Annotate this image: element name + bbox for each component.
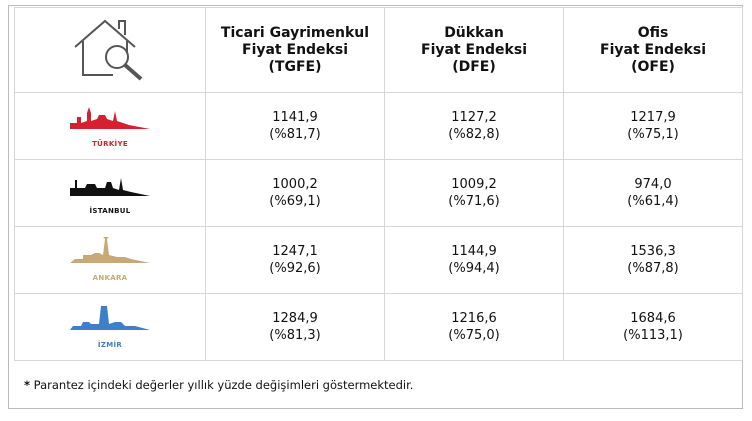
header-line: Fiyat Endeksi [600, 41, 706, 58]
value-cell: 1127,2 (%82,8) [384, 92, 564, 160]
index-value: 1684,6 [630, 311, 676, 326]
data-row: İSTANBUL 1000,2 (%69,1) 1009,2 (%71,6) 974,0 (… [14, 159, 743, 227]
header-line: Fiyat Endeksi [421, 41, 527, 58]
city-label: ANKARA [92, 274, 128, 282]
annual-change: (%94,4) [448, 261, 500, 276]
header-cell: Ofis Fiyat Endeksi (OFE) [563, 7, 743, 93]
header-line: (TGFE) [268, 58, 322, 75]
city-label: İSTANBUL [89, 207, 131, 215]
house-search-icon [74, 19, 143, 81]
city-cell: ANKARA [14, 226, 206, 294]
header-line: (DFE) [452, 58, 496, 75]
header-line: Ticari Gayrimenkul [220, 24, 370, 41]
city-cell: TÜRKİYE [14, 92, 206, 160]
header-line: Fiyat Endeksi [242, 41, 348, 58]
header-cell: Dükkan Fiyat Endeksi (DFE) [384, 7, 564, 93]
annual-change: (%82,8) [448, 127, 500, 142]
city-label: İZMİR [97, 341, 123, 349]
skyline [70, 107, 150, 129]
value-cell: 1009,2 (%71,6) [384, 159, 564, 227]
index-value: 974,0 [634, 177, 672, 192]
data-row: İZMİR 1284,9 (%81,3) 1216,6 (%75,0) 1684,6 (%1… [14, 293, 743, 361]
data-row: ANKARA 1247,1 (%92,6) 1144,9 (%94,4) 1536,3 (%… [14, 226, 743, 294]
index-table: Ticari Gayrimenkul Fiyat Endeksi (TGFE) Dü… [14, 7, 743, 361]
index-value: 1217,9 [630, 110, 676, 125]
skyline [70, 178, 150, 196]
city-label: TÜRKİYE [92, 140, 128, 148]
footnote: * Parantez içindeki değerler yıllık yüzd… [24, 378, 413, 392]
footnote-text: Parantez içindeki değerler yıllık yüzde … [33, 378, 414, 392]
header-line: Dükkan [444, 24, 504, 41]
annual-change: (%81,7) [269, 127, 321, 142]
index-value: 1000,2 [272, 177, 318, 192]
index-value: 1536,3 [630, 244, 676, 259]
header-row: Ticari Gayrimenkul Fiyat Endeksi (TGFE) Dü… [14, 7, 743, 93]
value-cell: 1141,9 (%81,7) [205, 92, 385, 160]
header-cell: Ticari Gayrimenkul Fiyat Endeksi (TGFE) [205, 7, 385, 93]
value-cell: 1144,9 (%94,4) [384, 226, 564, 294]
index-value: 1284,9 [272, 311, 318, 326]
index-value: 1144,9 [451, 244, 497, 259]
data-row: TÜRKİYE 1141,9 (%81,7) 1127,2 (%82,8) 1217,9 (… [14, 92, 743, 160]
annual-change: (%87,8) [627, 261, 679, 276]
value-cell: 1247,1 (%92,6) [205, 226, 385, 294]
annual-change: (%71,6) [448, 194, 500, 209]
skyline [70, 237, 150, 263]
annual-change: (%69,1) [269, 194, 321, 209]
index-value: 1247,1 [272, 244, 318, 259]
header-line: Ofis [637, 24, 669, 41]
house-icon-cell [14, 7, 206, 93]
frame [8, 5, 743, 409]
index-value: 1141,9 [272, 110, 318, 125]
value-cell: 1216,6 (%75,0) [384, 293, 564, 361]
value-cell: 1284,9 (%81,3) [205, 293, 385, 361]
value-cell: 1000,2 (%69,1) [205, 159, 385, 227]
value-cell: 1217,9 (%75,1) [563, 92, 743, 160]
annual-change: (%61,4) [627, 194, 679, 209]
value-cell: 1684,6 (%113,1) [563, 293, 743, 361]
footnote-mark: * [24, 378, 31, 392]
index-value: 1009,2 [451, 177, 497, 192]
value-cell: 974,0 (%61,4) [563, 159, 743, 227]
city-cell: İZMİR [14, 293, 206, 361]
annual-change: (%113,1) [623, 328, 683, 343]
annual-change: (%81,3) [269, 328, 321, 343]
index-value: 1216,6 [451, 311, 497, 326]
annual-change: (%75,0) [448, 328, 500, 343]
skyline [70, 306, 150, 330]
annual-change: (%92,6) [269, 261, 321, 276]
value-cell: 1536,3 (%87,8) [563, 226, 743, 294]
annual-change: (%75,1) [627, 127, 679, 142]
index-value: 1127,2 [451, 110, 497, 125]
city-cell: İSTANBUL [14, 159, 206, 227]
header-line: (OFE) [631, 58, 675, 75]
